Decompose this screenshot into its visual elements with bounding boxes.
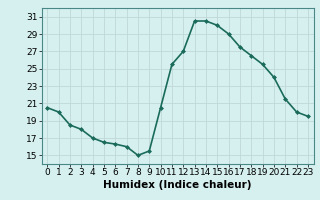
X-axis label: Humidex (Indice chaleur): Humidex (Indice chaleur) — [103, 180, 252, 190]
